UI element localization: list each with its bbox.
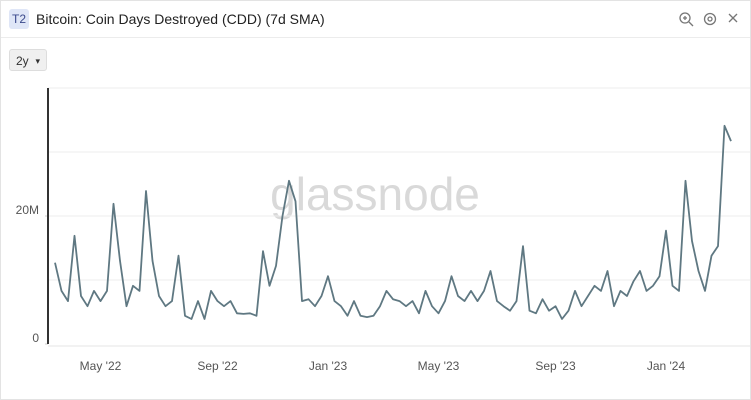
- data-line: [54, 124, 732, 320]
- x-tick-label: Sep '23: [535, 359, 576, 373]
- header-icons: [679, 12, 738, 27]
- x-tick-label: May '22: [80, 359, 122, 373]
- y-tick-label: 0: [32, 331, 39, 345]
- x-tick-label: May '23: [418, 359, 460, 373]
- range-dropdown[interactable]: 2y: [9, 49, 47, 72]
- zoom-icon[interactable]: [679, 12, 694, 27]
- chart: glassnode 0 20M May '22 Sep '22 Jan '23 May '…: [16, 87, 750, 373]
- close-icon[interactable]: [728, 13, 738, 23]
- header: T2 Bitcoin: Coin Days Destroyed (CDD) (7…: [1, 1, 750, 38]
- x-tick-label: Jan '24: [647, 359, 686, 373]
- y-tick-label: 20M: [16, 203, 39, 217]
- chart-title: Bitcoin: Coin Days Destroyed (CDD) (7d S…: [36, 11, 325, 27]
- settings-icon[interactable]: [703, 12, 717, 26]
- x-tick-label: Sep '22: [197, 359, 238, 373]
- watermark: glassnode: [270, 168, 480, 220]
- x-tick-label: Jan '23: [309, 359, 348, 373]
- badge: T2: [9, 9, 29, 29]
